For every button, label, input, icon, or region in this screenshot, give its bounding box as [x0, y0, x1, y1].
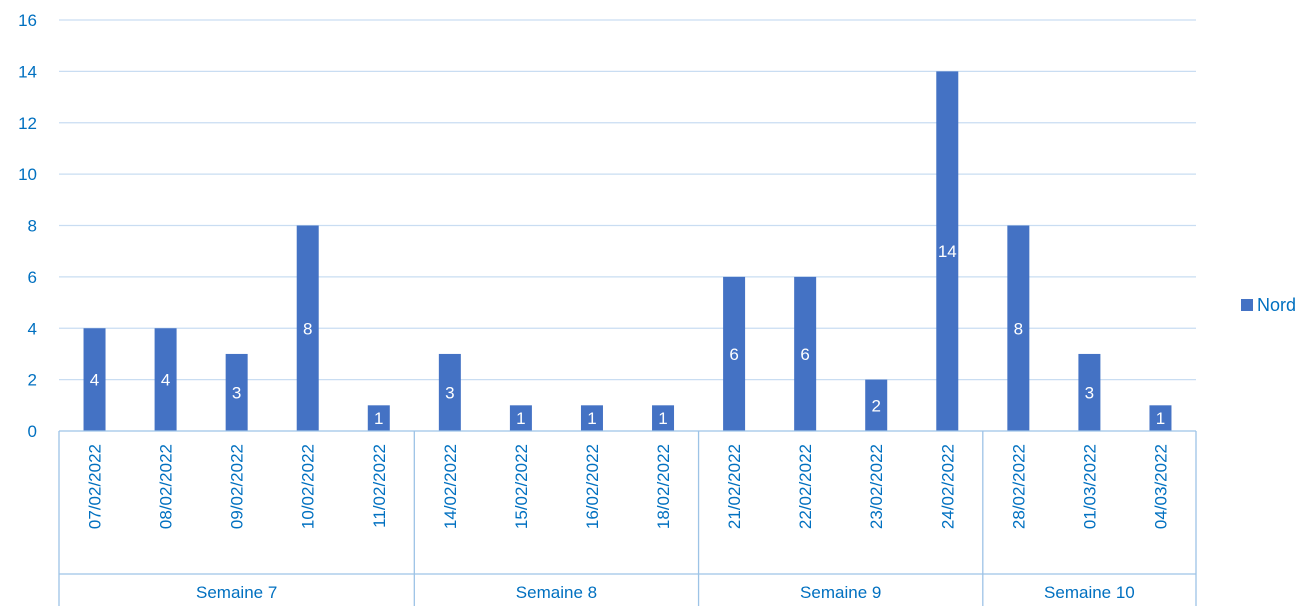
x-tick-label: 04/03/2022 [1151, 444, 1170, 529]
x-tick-label: 28/02/2022 [1009, 444, 1028, 529]
legend-label-nord: Nord [1257, 295, 1296, 315]
bar [1078, 353, 1101, 431]
x-tick-label: 16/02/2022 [583, 444, 602, 529]
x-tick-label: 07/02/2022 [86, 444, 105, 529]
bar [225, 353, 248, 431]
x-tick-label: 09/02/2022 [228, 444, 247, 529]
bars [83, 71, 1172, 431]
legend: Nord [1241, 295, 1296, 315]
bar [154, 328, 177, 431]
bar [794, 276, 817, 431]
week-group-label: Semaine 9 [800, 583, 881, 602]
data-label: 3 [232, 383, 241, 402]
data-label: 8 [1014, 319, 1023, 338]
data-label: 3 [1085, 383, 1094, 402]
bar [1007, 225, 1030, 431]
week-group-label: Semaine 7 [196, 583, 277, 602]
x-tick-label: 18/02/2022 [654, 444, 673, 529]
x-tick-label: 21/02/2022 [725, 444, 744, 529]
bar [723, 276, 746, 431]
x-tick-label: 10/02/2022 [299, 444, 318, 529]
data-label: 8 [303, 319, 312, 338]
data-label: 6 [800, 345, 809, 364]
x-tick-label: 23/02/2022 [867, 444, 886, 529]
data-label: 3 [445, 383, 454, 402]
x-tick-label: 08/02/2022 [157, 444, 176, 529]
data-label: 1 [374, 409, 383, 428]
bar [652, 405, 675, 431]
gridlines [59, 19, 1196, 381]
data-label: 14 [938, 242, 957, 261]
y-tick-label: 4 [28, 319, 37, 338]
y-tick-label: 2 [28, 371, 37, 390]
data-label: 6 [729, 345, 738, 364]
data-label: 1 [658, 409, 667, 428]
x-tick-label: 24/02/2022 [938, 444, 957, 529]
y-tick-label: 16 [18, 11, 37, 30]
data-label: 4 [161, 371, 170, 390]
x-tick-label: 01/03/2022 [1080, 444, 1099, 529]
y-tick-label: 10 [18, 165, 37, 184]
data-label: 1 [587, 409, 596, 428]
data-label: 1 [516, 409, 525, 428]
bar [83, 328, 106, 431]
x-tick-label: 11/02/2022 [370, 444, 389, 528]
y-tick-label: 0 [28, 422, 37, 441]
bar [865, 379, 888, 431]
data-label: 2 [871, 396, 880, 415]
bar [296, 225, 319, 431]
x-tick-label: 22/02/2022 [796, 444, 815, 529]
week-group-label: Semaine 8 [516, 583, 597, 602]
x-axis: 07/02/2022 08/02/2022 09/02/2022 10/02/2022… [58, 430, 1197, 606]
y-tick-label: 8 [28, 217, 37, 236]
week-group-label: Semaine 10 [1044, 583, 1135, 602]
data-label: 4 [90, 371, 99, 390]
bar [1149, 405, 1172, 431]
bar [580, 405, 603, 431]
bar [438, 353, 461, 431]
bar [509, 405, 532, 431]
bar [367, 405, 390, 431]
x-tick-label: 14/02/2022 [441, 444, 460, 529]
x-tick-label: 15/02/2022 [512, 444, 531, 529]
y-tick-label: 12 [18, 114, 37, 133]
y-axis-ticks: 0 2 4 6 8 10 12 14 16 [18, 11, 37, 441]
y-tick-label: 14 [18, 62, 37, 81]
data-label: 1 [1156, 409, 1165, 428]
legend-swatch-nord [1241, 299, 1253, 311]
bar [936, 71, 959, 431]
y-tick-label: 6 [28, 268, 37, 287]
